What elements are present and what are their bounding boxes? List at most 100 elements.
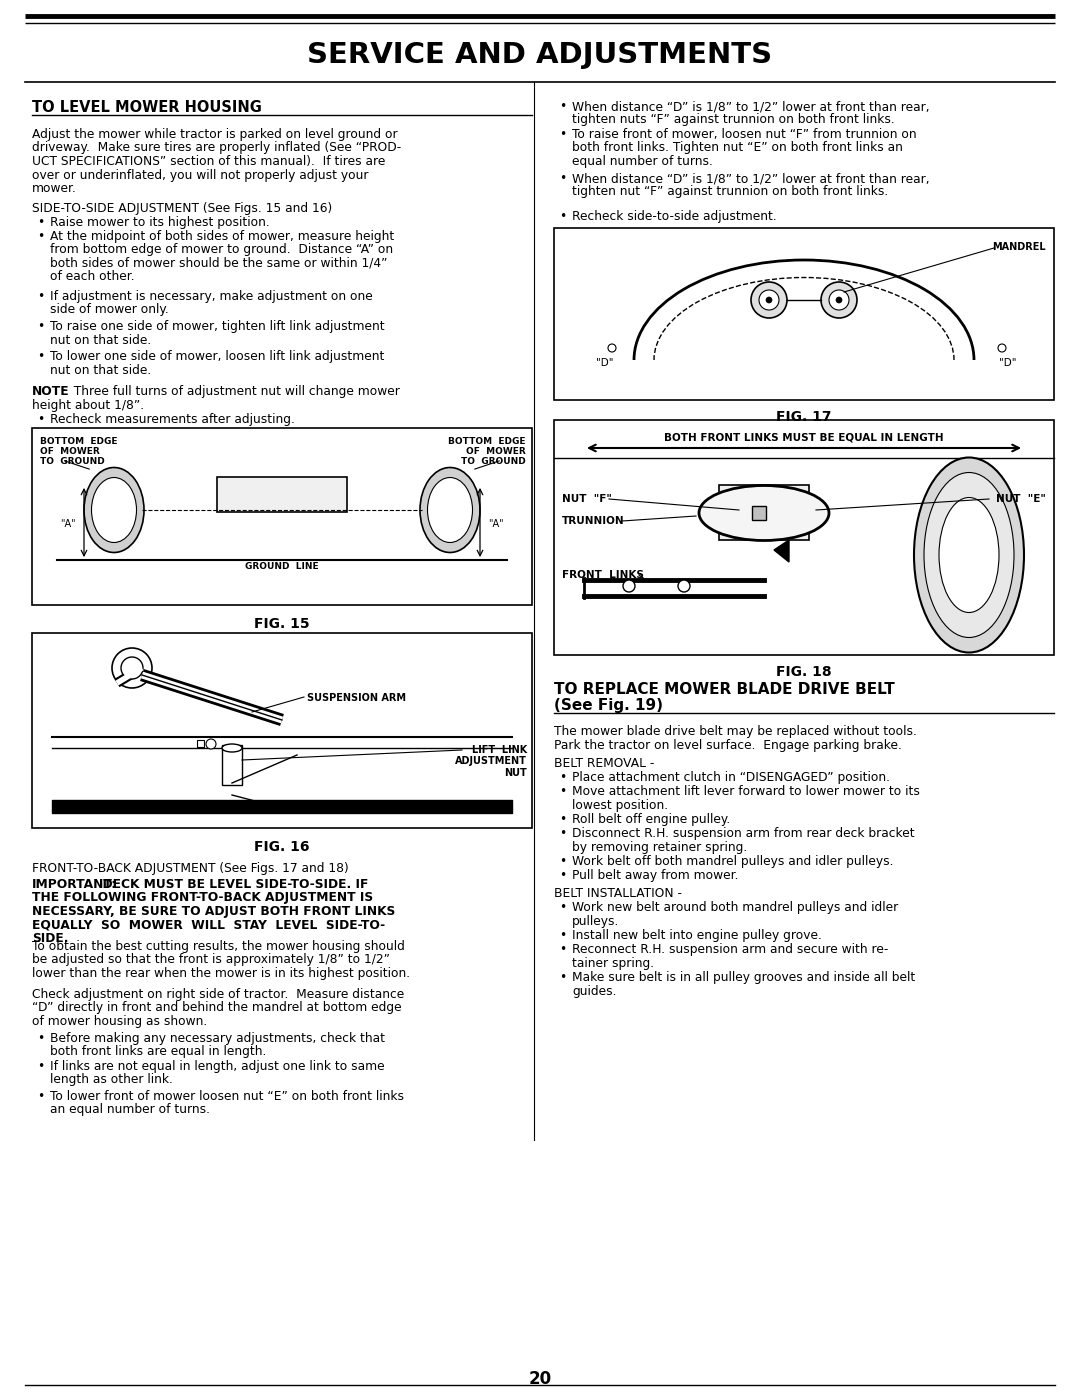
Text: both front links. Tighten nut “E” on both front links an: both front links. Tighten nut “E” on bot…	[572, 141, 903, 155]
Text: MANDREL: MANDREL	[993, 242, 1047, 251]
Text: tainer spring.: tainer spring.	[572, 957, 654, 970]
Text: nut on that side.: nut on that side.	[50, 363, 151, 377]
Circle shape	[751, 282, 787, 319]
Text: •: •	[37, 1060, 44, 1073]
Text: :  Three full turns of adjustment nut will change mower: : Three full turns of adjustment nut wil…	[62, 386, 400, 398]
Circle shape	[112, 648, 152, 687]
Text: •: •	[559, 101, 566, 113]
Text: ADJUSTMENT: ADJUSTMENT	[455, 756, 527, 766]
Text: BOTTOM  EDGE: BOTTOM EDGE	[40, 437, 118, 446]
Text: •: •	[559, 129, 566, 141]
Text: by removing retainer spring.: by removing retainer spring.	[572, 841, 747, 854]
Circle shape	[998, 344, 1005, 352]
Text: Make sure belt is in all pulley grooves and inside all belt: Make sure belt is in all pulley grooves …	[572, 971, 915, 983]
Text: FIG. 18: FIG. 18	[777, 665, 832, 679]
Text: Place attachment clutch in “DISENGAGED” position.: Place attachment clutch in “DISENGAGED” …	[572, 771, 890, 784]
Ellipse shape	[699, 486, 829, 541]
Text: BELT INSTALLATION -: BELT INSTALLATION -	[554, 887, 681, 900]
Text: THE FOLLOWING FRONT-TO-BACK ADJUSTMENT IS: THE FOLLOWING FRONT-TO-BACK ADJUSTMENT I…	[32, 891, 373, 904]
Text: Adjust the mower while tractor is parked on level ground or: Adjust the mower while tractor is parked…	[32, 129, 397, 141]
Bar	[752, 506, 766, 520]
Circle shape	[623, 580, 635, 592]
Text: Reconnect R.H. suspension arm and secure with re-: Reconnect R.H. suspension arm and secure…	[572, 943, 889, 956]
Text: FRONT  LINKS: FRONT LINKS	[562, 570, 644, 580]
Text: •: •	[37, 217, 44, 229]
Ellipse shape	[924, 472, 1014, 637]
Text: lowest position.: lowest position.	[572, 799, 669, 812]
Circle shape	[206, 739, 216, 749]
Text: Raise mower to its highest position.: Raise mower to its highest position.	[50, 217, 270, 229]
Ellipse shape	[428, 478, 473, 542]
Text: guides.: guides.	[572, 985, 617, 997]
Text: both sides of mower should be the same or within 1/4”: both sides of mower should be the same o…	[50, 257, 388, 270]
Text: •: •	[37, 320, 44, 332]
Text: from bottom edge of mower to ground.  Distance “A” on: from bottom edge of mower to ground. Dis…	[50, 243, 393, 257]
Text: TO  GROUND: TO GROUND	[40, 457, 105, 467]
Text: NUT  "F": NUT "F"	[562, 495, 612, 504]
Text: "D": "D"	[999, 358, 1016, 367]
Text: an equal number of turns.: an equal number of turns.	[50, 1104, 210, 1116]
Text: LIFT  LINK: LIFT LINK	[472, 745, 527, 754]
Text: NECESSARY, BE SURE TO ADJUST BOTH FRONT LINKS: NECESSARY, BE SURE TO ADJUST BOTH FRONT …	[32, 905, 395, 918]
Ellipse shape	[222, 745, 242, 752]
Text: SERVICE AND ADJUSTMENTS: SERVICE AND ADJUSTMENTS	[308, 41, 772, 68]
Text: tighten nuts “F” against trunnion on both front links.: tighten nuts “F” against trunnion on bot…	[572, 113, 894, 127]
Text: •: •	[559, 771, 566, 784]
Text: Before making any necessary adjustments, check that: Before making any necessary adjustments,…	[50, 1032, 384, 1045]
Text: Check adjustment on right side of tractor.  Measure distance: Check adjustment on right side of tracto…	[32, 988, 404, 1002]
Text: TO LEVEL MOWER HOUSING: TO LEVEL MOWER HOUSING	[32, 101, 261, 115]
Text: •: •	[37, 231, 44, 243]
Text: •: •	[559, 869, 566, 882]
Text: length as other link.: length as other link.	[50, 1073, 173, 1087]
Text: •: •	[37, 1032, 44, 1045]
Text: Work new belt around both mandrel pulleys and idler: Work new belt around both mandrel pulley…	[572, 901, 899, 914]
Text: both front links are equal in length.: both front links are equal in length.	[50, 1045, 267, 1059]
Text: •: •	[37, 291, 44, 303]
Text: •: •	[559, 929, 566, 942]
Text: •: •	[37, 414, 44, 426]
Circle shape	[678, 580, 690, 592]
Text: “D” directly in front and behind the mandrel at bottom edge: “D” directly in front and behind the man…	[32, 1002, 402, 1014]
Text: Work belt off both mandrel pulleys and idler pulleys.: Work belt off both mandrel pulleys and i…	[572, 855, 893, 868]
Text: SIDE-TO-SIDE ADJUSTMENT (See Figs. 15 and 16): SIDE-TO-SIDE ADJUSTMENT (See Figs. 15 an…	[32, 203, 333, 215]
Text: SUSPENSION ARM: SUSPENSION ARM	[307, 693, 406, 703]
Circle shape	[821, 282, 858, 319]
Text: At the midpoint of both sides of mower, measure height: At the midpoint of both sides of mower, …	[50, 231, 394, 243]
Ellipse shape	[84, 468, 144, 552]
Text: FIG. 16: FIG. 16	[254, 840, 310, 854]
Circle shape	[759, 291, 779, 310]
Text: 20: 20	[528, 1370, 552, 1389]
Text: height about 1/8”.: height about 1/8”.	[32, 398, 144, 412]
Ellipse shape	[92, 478, 136, 542]
Ellipse shape	[914, 457, 1024, 652]
Text: •: •	[559, 827, 566, 840]
Circle shape	[766, 298, 772, 303]
Bar	[32, 427, 532, 605]
Bar	[554, 420, 1054, 655]
Text: •: •	[37, 351, 44, 363]
Text: TO  GROUND: TO GROUND	[461, 457, 526, 467]
Text: •: •	[37, 1090, 44, 1104]
Text: NUT: NUT	[504, 768, 527, 778]
Text: "A": "A"	[60, 520, 76, 529]
Text: When distance “D” is 1/8” to 1/2” lower at front than rear,: When distance “D” is 1/8” to 1/2” lower …	[572, 101, 930, 113]
Bar	[217, 476, 347, 511]
Text: of each other.: of each other.	[50, 271, 135, 284]
Text: OF  MOWER: OF MOWER	[40, 447, 99, 455]
Circle shape	[829, 291, 849, 310]
Text: NUT  "E": NUT "E"	[996, 495, 1047, 504]
Text: Disconnect R.H. suspension arm from rear deck bracket: Disconnect R.H. suspension arm from rear…	[572, 827, 915, 840]
Text: To lower front of mower loosen nut “E” on both front links: To lower front of mower loosen nut “E” o…	[50, 1090, 404, 1104]
Text: •: •	[559, 971, 566, 983]
Bar	[197, 740, 204, 747]
Text: The mower blade drive belt may be replaced without tools.: The mower blade drive belt may be replac…	[554, 725, 917, 738]
Text: NOTE: NOTE	[32, 386, 69, 398]
Text: BOTH FRONT LINKS MUST BE EQUAL IN LENGTH: BOTH FRONT LINKS MUST BE EQUAL IN LENGTH	[664, 432, 944, 441]
Text: nut on that side.: nut on that side.	[50, 334, 151, 346]
Text: If adjustment is necessary, make adjustment on one: If adjustment is necessary, make adjustm…	[50, 291, 373, 303]
Circle shape	[836, 298, 842, 303]
Text: GROUND  LINE: GROUND LINE	[245, 562, 319, 571]
Text: When distance “D” is 1/8” to 1/2” lower at front than rear,: When distance “D” is 1/8” to 1/2” lower …	[572, 172, 930, 184]
Text: of mower housing as shown.: of mower housing as shown.	[32, 1016, 207, 1028]
Text: tighten nut “F” against trunnion on both front links.: tighten nut “F” against trunnion on both…	[572, 186, 888, 198]
